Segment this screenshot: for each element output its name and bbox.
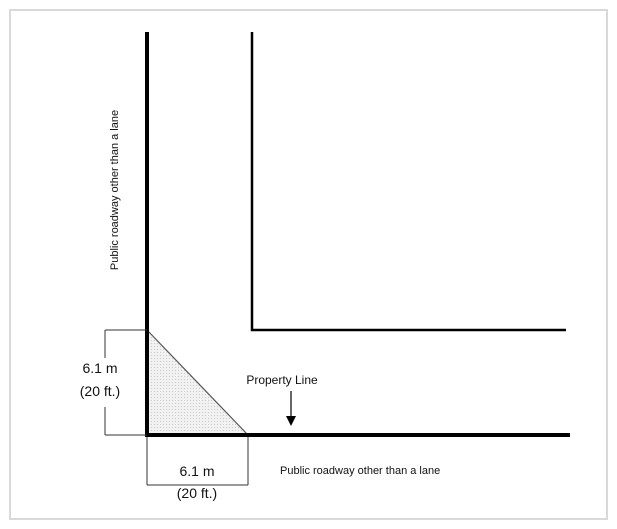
figure-frame [9,9,608,520]
opposite-property-corner [250,32,566,332]
horizontal-dimension [146,437,249,486]
vertical-road-label: Public roadway other than a lane [109,110,121,270]
horizontal-road-label: Public roadway other than a lane [280,465,440,477]
sight-triangle-hypotenuse [146,329,249,436]
dim-horizontal-imperial: (20 ft.) [177,485,217,501]
dim-horizontal-metric: 6.1 m [179,463,214,479]
arrow-down-icon [286,416,296,426]
dim-vertical-metric: 6.1 m [82,360,117,376]
vertical-dimension [104,329,147,436]
property-line-label: Property Line [246,373,318,387]
dim-vertical-imperial: (20 ft.) [80,383,120,399]
